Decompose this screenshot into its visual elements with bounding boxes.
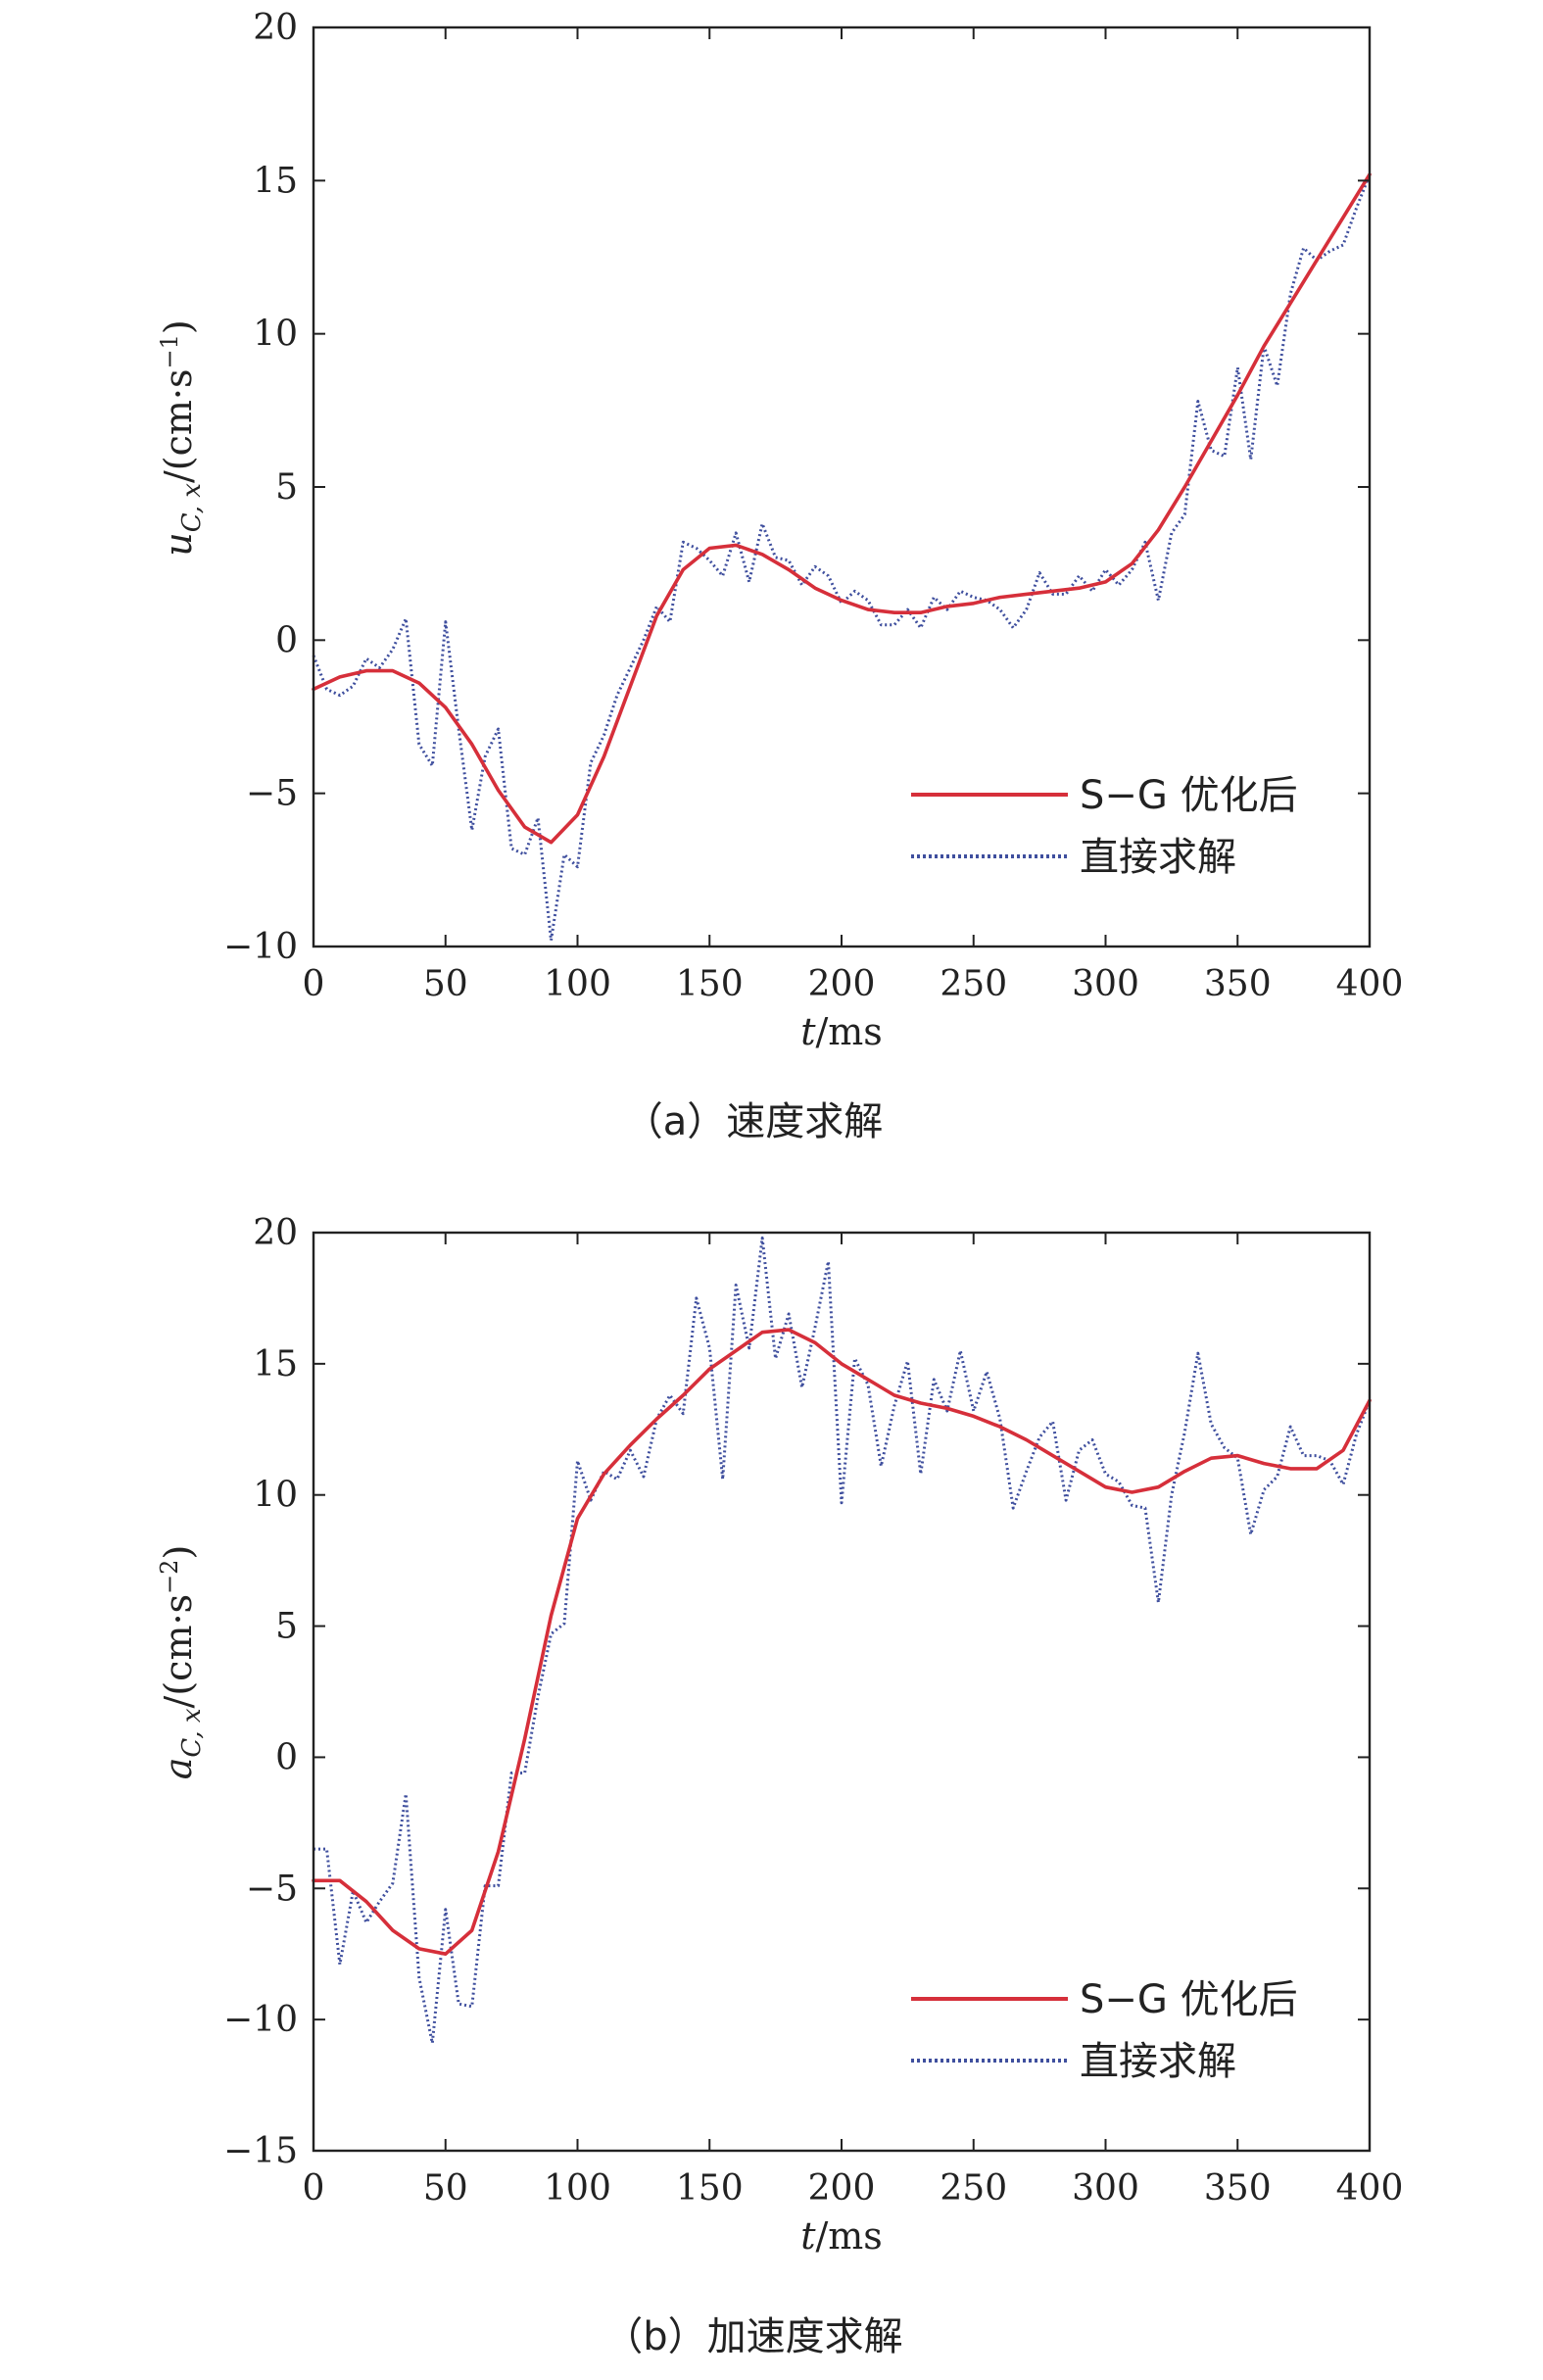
legend: S−G 优化后 直接求解 bbox=[911, 1977, 1298, 2084]
y-axis-label-symbol: a bbox=[157, 1758, 200, 1780]
y-tick-label: 20 bbox=[253, 8, 298, 48]
y-tick-label: 5 bbox=[275, 1607, 298, 1647]
x-tick-label: 0 bbox=[303, 2168, 325, 2209]
x-tick-label: 350 bbox=[1204, 964, 1272, 1004]
y-axis-label: aC, x/(cm·s−2) bbox=[156, 1545, 207, 1780]
chart-acceleration: 0 50 100 150 200 250 300 350 400 −15 −10 −5 0 5 10 15 20… bbox=[156, 1213, 1403, 2359]
legend: S−G 优化后 直接求解 bbox=[911, 773, 1298, 880]
series-line-sg bbox=[312, 172, 1372, 845]
x-tick-label: 50 bbox=[423, 2168, 468, 2209]
y-tick-label: −5 bbox=[246, 1869, 298, 1909]
x-axis-label-var: t bbox=[800, 1010, 816, 1053]
y-tick-label: 15 bbox=[253, 161, 298, 201]
x-tick-label: 250 bbox=[940, 2168, 1007, 2209]
caption: （b）加速度求解 bbox=[603, 2314, 902, 2359]
y-tick-label: 15 bbox=[253, 1344, 298, 1384]
x-tick-label: 400 bbox=[1336, 964, 1404, 1004]
y-tick-label: −10 bbox=[223, 927, 298, 967]
y-tick-label: −5 bbox=[246, 774, 298, 814]
x-tick-label: 50 bbox=[423, 964, 468, 1004]
x-tick-label: 350 bbox=[1204, 2168, 1272, 2209]
x-tick-label: 100 bbox=[544, 2168, 611, 2209]
y-axis-label-close: ) bbox=[157, 319, 200, 334]
x-tick-label: 400 bbox=[1336, 2168, 1404, 2209]
y-tick-label: −15 bbox=[223, 2131, 298, 2171]
x-tick-label: 150 bbox=[676, 964, 744, 1004]
y-tick-label: 0 bbox=[275, 620, 298, 660]
legend-label-sg: S−G 优化后 bbox=[1080, 773, 1298, 818]
series-line-direct bbox=[313, 1236, 1372, 2045]
y-tick-label: 10 bbox=[253, 1476, 298, 1516]
y-axis-label-exponent: −1 bbox=[156, 334, 183, 368]
y-axis-label-exponent: −2 bbox=[156, 1560, 183, 1594]
x-axis-label: t/ms bbox=[800, 1010, 883, 1053]
axis-ticks: 0 50 100 150 200 250 300 350 400 −15 −10 −5 0 5 10 15 20 bbox=[223, 1213, 1403, 2209]
x-tick-label: 250 bbox=[940, 964, 1007, 1004]
series-line-direct bbox=[312, 173, 1372, 943]
x-axis-label-var: t bbox=[800, 2214, 816, 2258]
legend-label-direct: 直接求解 bbox=[1080, 835, 1236, 880]
y-axis-label-subscript: C, x bbox=[177, 483, 207, 532]
y-tick-label: −10 bbox=[223, 2000, 298, 2040]
axis-ticks: 0 50 100 150 200 250 300 350 400 −10 −5 0 5 10 15 20 bbox=[223, 8, 1403, 1004]
y-tick-label: 20 bbox=[253, 1213, 298, 1253]
series-line-sg bbox=[312, 1328, 1372, 1956]
x-axis-label: t/ms bbox=[800, 2214, 883, 2258]
legend-label-direct: 直接求解 bbox=[1080, 2039, 1236, 2084]
y-axis-label-symbol: u bbox=[157, 532, 200, 556]
y-axis-label-unit: /(cm·s bbox=[157, 369, 200, 484]
x-axis-label-unit: /ms bbox=[815, 1010, 882, 1053]
y-axis-label-subscript: C, x bbox=[177, 1708, 207, 1757]
y-axis-label-close: ) bbox=[157, 1545, 200, 1560]
legend-label-sg: S−G 优化后 bbox=[1080, 1977, 1298, 2022]
x-tick-label: 100 bbox=[544, 964, 611, 1004]
y-tick-label: 0 bbox=[275, 1737, 298, 1777]
y-axis-label: uC, x/(cm·s−1) bbox=[156, 319, 207, 556]
x-tick-label: 0 bbox=[303, 964, 325, 1004]
x-tick-label: 200 bbox=[808, 964, 876, 1004]
caption: （a）速度求解 bbox=[624, 1099, 884, 1144]
x-axis-label-unit: /ms bbox=[815, 2214, 882, 2258]
x-tick-label: 200 bbox=[808, 2168, 876, 2209]
x-tick-label: 150 bbox=[676, 2168, 744, 2209]
x-tick-label: 300 bbox=[1072, 964, 1139, 1004]
plot-area bbox=[312, 1236, 1372, 2045]
y-tick-label: 10 bbox=[253, 315, 298, 355]
x-tick-label: 300 bbox=[1072, 2168, 1139, 2209]
plot-area bbox=[312, 172, 1372, 943]
y-axis-label-unit: /(cm·s bbox=[157, 1594, 200, 1709]
y-tick-label: 5 bbox=[275, 467, 298, 508]
